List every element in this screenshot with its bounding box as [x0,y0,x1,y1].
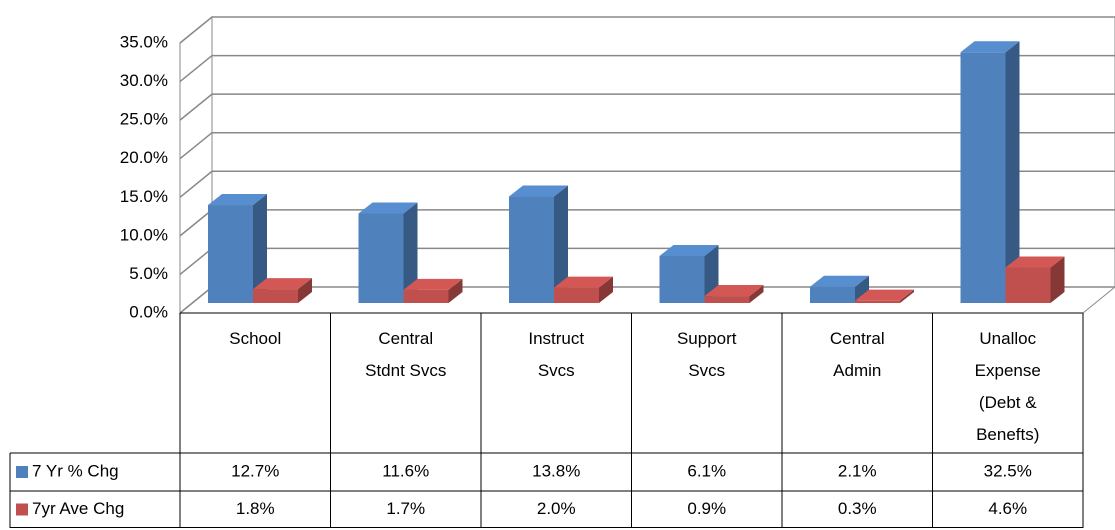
bar [358,202,418,303]
bar-top [960,41,1020,53]
table-value: 0.9% [687,499,726,518]
bar [554,276,613,303]
grid-line [179,54,1115,83]
bar-side [554,185,568,303]
bar-side [403,202,418,303]
grid-line [179,16,1115,44]
bar-side [1005,41,1020,304]
x-tick-label: Central Stdnt Svcs [365,329,447,380]
legend-key [16,466,28,478]
category-cell: Central Stdnt Svcs [365,329,447,380]
y-tick-label: 20.0% [120,148,168,167]
bar [659,244,719,303]
y-tick-label: 35.0% [120,32,168,51]
bar-front [810,286,855,303]
bar-side [599,276,613,303]
bar-side [1050,256,1065,303]
legend-label: 7 Yr % Chg [32,461,119,480]
bar-side [448,278,463,303]
bar-front [554,287,599,303]
bar-side [855,275,869,303]
x-tick-label: School [229,329,282,348]
category-cell: Central Admin [829,329,885,380]
bar-front [509,196,554,303]
legend-key [16,503,28,516]
side-wall [179,15,213,315]
bar-front [960,52,1006,304]
x-tick-label: Unalloc Expense (Debt & Benefts) [974,329,1041,444]
bar-front [659,255,705,303]
table-value: 12.7% [231,461,279,480]
category-cell: Support Svcs [676,329,737,380]
bar-top [208,194,267,206]
y-tick-label: 5.0% [129,264,168,283]
table-value: 0.3% [838,499,877,518]
bar-front [358,213,404,303]
y-tick-label: 0.0% [129,302,168,321]
bar [509,185,568,303]
y-tick-label: 15.0% [120,187,168,206]
bar-top [1005,256,1065,268]
grid-line [179,131,1115,160]
bar-front [253,289,298,303]
category-cell: Instruct Svcs [528,329,585,380]
bar-top [253,278,312,290]
bar [1005,256,1065,303]
table-value: 2.0% [537,499,576,518]
bar-top [358,202,418,214]
table-value: 13.8% [532,461,580,480]
bar [960,41,1020,304]
y-tick-label: 25.0% [120,110,168,129]
bar-top [810,275,869,287]
bar-top [704,285,764,297]
category-cell: Unalloc Expense (Debt & Benefts) [974,329,1041,444]
bar-front [208,205,253,303]
table-value: 1.7% [386,499,425,518]
bar-top [659,244,719,256]
bar-top [403,278,463,290]
bar-top [509,185,568,197]
bar-side [253,194,267,303]
bar-side [749,285,764,303]
bar-side [900,289,914,303]
bar-top [855,289,914,301]
y-tick-label: 30.0% [120,71,168,90]
table-value: 2.1% [838,461,877,480]
x-tick-label: Support Svcs [676,329,737,380]
category-cell: School [229,329,282,348]
bar [253,278,312,303]
bar-front [855,300,900,303]
bar-front [403,289,449,303]
bar [208,194,267,303]
grid-line [179,93,1115,121]
bar-top [554,276,613,288]
table-value: 1.8% [236,499,275,518]
bar-front [1005,267,1051,303]
bar [810,275,869,303]
y-tick-label: 10.0% [120,225,168,244]
bar [403,278,463,303]
bar-side [298,278,312,303]
bar-front [704,296,750,303]
bar [704,285,764,303]
legend-label: 7yr Ave Chg [32,499,124,518]
x-tick-label: Instruct Svcs [528,329,585,380]
table-value: 11.6% [382,461,429,480]
table-value: 32.5% [984,461,1032,480]
bar [855,289,914,303]
grid-line [179,170,1115,198]
table-value: 6.1% [687,461,726,480]
x-tick-label: Central Admin [829,329,885,380]
table-value: 4.6% [988,499,1027,518]
